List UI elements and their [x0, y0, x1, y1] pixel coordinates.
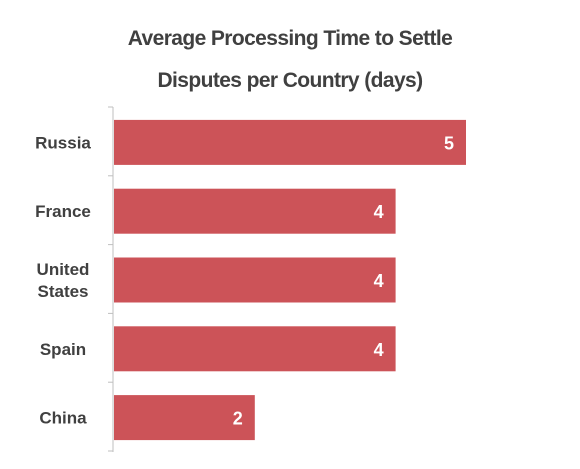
data-label: 5 [444, 133, 454, 153]
chart-title-line-2: Disputes per Country (days) [157, 69, 423, 92]
bar-china [114, 395, 255, 441]
bar-united-states [114, 257, 396, 303]
category-label: United States [37, 260, 90, 301]
bar-spain [114, 326, 396, 372]
bar-russia [114, 119, 466, 165]
data-label: 2 [233, 409, 243, 429]
data-label: 4 [374, 340, 384, 360]
data-label: 4 [374, 271, 384, 291]
category-label: Spain [40, 340, 86, 359]
data-label: 4 [374, 202, 384, 222]
bar-france [114, 188, 396, 234]
category-label: France [35, 202, 91, 221]
category-label: China [39, 409, 87, 428]
category-label: Russia [35, 133, 91, 152]
chart-title-line-1: Average Processing Time to Settle [127, 27, 453, 50]
